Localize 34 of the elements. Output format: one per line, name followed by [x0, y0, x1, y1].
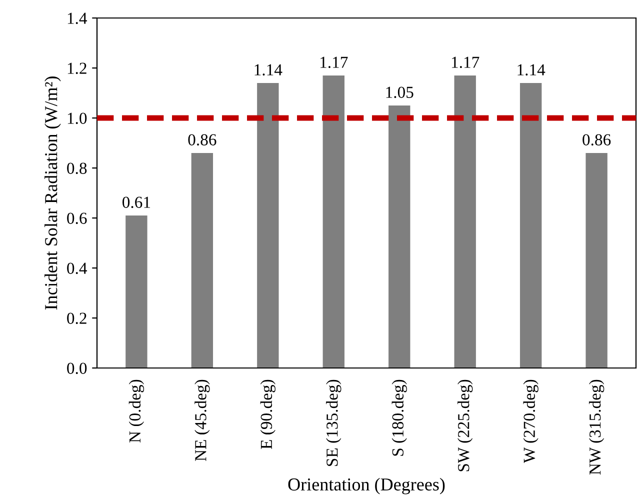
y-tick-label: 0.6 — [67, 212, 87, 224]
data-label: 0.86 — [582, 134, 611, 146]
data-label: 1.17 — [452, 56, 480, 68]
data-label: 1.17 — [320, 56, 348, 68]
bar — [322, 76, 344, 368]
y-tick-label: 0.8 — [67, 162, 87, 174]
y-tick-label: 1.0 — [68, 112, 87, 124]
data-label: 0.61 — [122, 196, 150, 208]
y-tick-label: 0.2 — [67, 312, 86, 324]
bar — [257, 83, 279, 368]
x-tick-label: SW (225.deg) — [458, 380, 473, 472]
y-tick-label: 1.2 — [68, 62, 86, 74]
x-tick-label: W (270.deg) — [523, 380, 538, 464]
data-label: 1.14 — [518, 64, 546, 76]
x-tick-label: N (0.deg) — [128, 380, 144, 442]
y-tick-label: 0.0 — [67, 362, 87, 374]
bar — [191, 153, 214, 368]
x-axis-title: Orientation (Degrees) — [288, 478, 445, 494]
bar — [586, 153, 608, 368]
y-tick-label: 1.4 — [68, 12, 88, 24]
y-axis-title: Incident Solar Radiation (W/m²) — [44, 76, 61, 310]
data-label: 0.86 — [188, 134, 216, 146]
x-tick-label: S (180.deg) — [392, 380, 407, 456]
bar — [520, 83, 542, 368]
x-tick-label: NW (315.deg) — [588, 380, 604, 475]
x-tick-label: E (90.deg) — [260, 380, 276, 449]
bar — [126, 216, 148, 368]
x-tick-label: SE (135.deg) — [326, 380, 342, 466]
x-tick-label: NE (45.deg) — [194, 380, 210, 462]
data-label: 1.05 — [386, 86, 414, 98]
y-tick-label: 0.4 — [67, 262, 88, 274]
data-label: 1.14 — [254, 64, 282, 76]
bar — [454, 76, 476, 368]
bar — [388, 106, 410, 368]
